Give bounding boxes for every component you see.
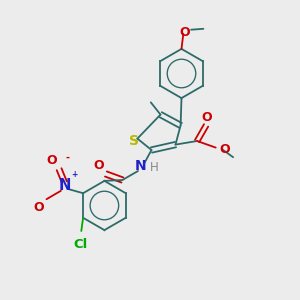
Text: N: N (135, 159, 147, 172)
Text: O: O (47, 154, 57, 167)
Text: -: - (66, 153, 70, 163)
Text: O: O (34, 201, 44, 214)
Text: H: H (149, 160, 158, 174)
Text: O: O (94, 159, 104, 172)
Text: N: N (59, 178, 71, 193)
Text: O: O (179, 26, 190, 39)
Text: Cl: Cl (73, 238, 87, 250)
Text: O: O (201, 111, 212, 124)
Text: +: + (71, 170, 77, 179)
Text: S: S (129, 134, 139, 148)
Text: O: O (219, 142, 230, 156)
